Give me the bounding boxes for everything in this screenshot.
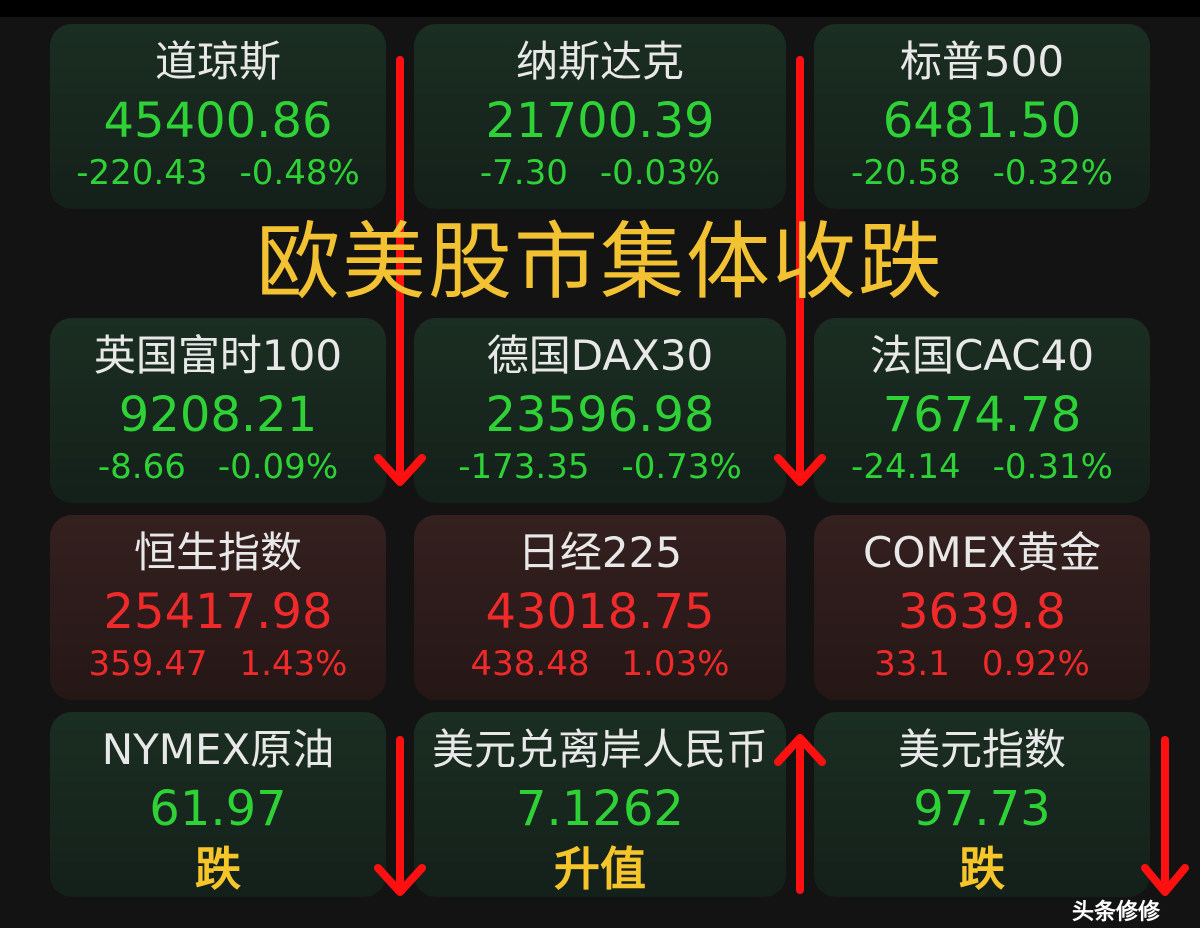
card-change-row: -220.43 -0.48% (50, 154, 386, 193)
card-percent: 1.43% (239, 644, 348, 684)
card-change-row: -24.14 -0.31% (814, 448, 1150, 487)
market-card[interactable]: 纳斯达克 21700.39 -7.30 -0.03% (414, 24, 786, 209)
card-change: -173.35 (458, 447, 590, 487)
card-name: 恒生指数 (133, 528, 302, 577)
down-arrow-icon (1141, 736, 1189, 896)
cny-annotation: 升值 (554, 842, 646, 896)
down-arrow-icon (374, 736, 426, 896)
card-change: -20.58 (851, 153, 961, 193)
card-change-row: -7.30 -0.03% (414, 154, 786, 193)
market-card[interactable]: COMEX黄金 3639.8 33.1 0.92% (814, 515, 1150, 700)
card-name: 英国富时100 (93, 331, 343, 380)
down-arrow-icon (774, 56, 826, 486)
card-percent: -0.03% (599, 153, 721, 193)
market-card[interactable]: 法国CAC40 7674.78 -24.14 -0.31% (814, 318, 1150, 503)
card-value: 9208.21 (118, 387, 318, 443)
card-value: 3639.8 (898, 584, 1066, 640)
headline-annotation: 欧美股市集体收跌 (255, 213, 944, 311)
card-percent: -0.32% (992, 153, 1113, 193)
card-change: -220.43 (76, 153, 208, 193)
card-change-row: -8.66 -0.09% (50, 448, 386, 487)
market-card[interactable]: 恒生指数 25417.98 359.47 1.43% (50, 515, 386, 700)
card-value: 7674.78 (882, 387, 1082, 443)
card-value: 7.1262 (516, 781, 684, 837)
card-change: 359.47 (88, 644, 208, 684)
market-card[interactable]: 美元兑离岸人民币 7.1262 (414, 712, 786, 897)
card-value: 21700.39 (485, 93, 715, 149)
card-name: 日经225 (517, 528, 683, 577)
market-card[interactable]: 日经225 43018.75 438.48 1.03% (414, 515, 786, 700)
card-percent: -0.73% (621, 447, 742, 487)
card-percent: -0.09% (217, 447, 339, 487)
card-name: 德国DAX30 (486, 331, 714, 380)
card-name: COMEX黄金 (863, 528, 1101, 577)
card-value: 43018.75 (485, 584, 715, 640)
top-bar (0, 0, 1200, 17)
card-name: 纳斯达克 (515, 37, 684, 86)
card-change-row: -173.35 -0.73% (414, 448, 786, 487)
down-arrow-icon (374, 56, 426, 486)
card-change: -7.30 (479, 153, 568, 193)
card-value: 23596.98 (485, 387, 715, 443)
card-change: -24.14 (851, 447, 961, 487)
watermark: 头条修修 (1071, 900, 1160, 925)
card-value: 6481.50 (882, 93, 1082, 149)
card-name: 道琼斯 (154, 37, 281, 86)
market-card[interactable]: 道琼斯 45400.86 -220.43 -0.48% (50, 24, 386, 209)
card-name: 美元指数 (897, 725, 1066, 774)
card-change-row: 33.1 0.92% (814, 645, 1150, 684)
up-arrow-icon (774, 734, 826, 894)
card-percent: -0.31% (992, 447, 1113, 487)
card-value: 61.97 (149, 781, 287, 837)
card-change-row: 359.47 1.43% (50, 645, 386, 684)
card-percent: 0.92% (981, 644, 1090, 684)
market-card[interactable]: 英国富时100 9208.21 -8.66 -0.09% (50, 318, 386, 503)
card-change: 33.1 (874, 644, 950, 684)
card-value: 25417.98 (103, 584, 333, 640)
card-change: 438.48 (470, 644, 590, 684)
market-card[interactable]: NYMEX原油 61.97 (50, 712, 386, 897)
card-name: NYMEX原油 (101, 725, 335, 774)
market-card[interactable]: 美元指数 97.73 (814, 712, 1150, 897)
market-card[interactable]: 标普500 6481.50 -20.58 -0.32% (814, 24, 1150, 209)
card-change-row: 438.48 1.03% (414, 645, 786, 684)
card-name: 标普500 (899, 37, 1065, 86)
card-name: 法国CAC40 (869, 331, 1095, 380)
card-value: 45400.86 (103, 93, 333, 149)
card-percent: 1.03% (621, 644, 730, 684)
card-percent: -0.48% (239, 153, 360, 193)
card-change: -8.66 (97, 447, 186, 487)
card-change-row: -20.58 -0.32% (814, 154, 1150, 193)
card-value: 97.73 (913, 781, 1051, 837)
oil-annotation: 跌 (195, 842, 241, 896)
card-name: 美元兑离岸人民币 (431, 725, 768, 774)
market-card[interactable]: 德国DAX30 23596.98 -173.35 -0.73% (414, 318, 786, 503)
dxy-annotation: 跌 (959, 842, 1005, 896)
